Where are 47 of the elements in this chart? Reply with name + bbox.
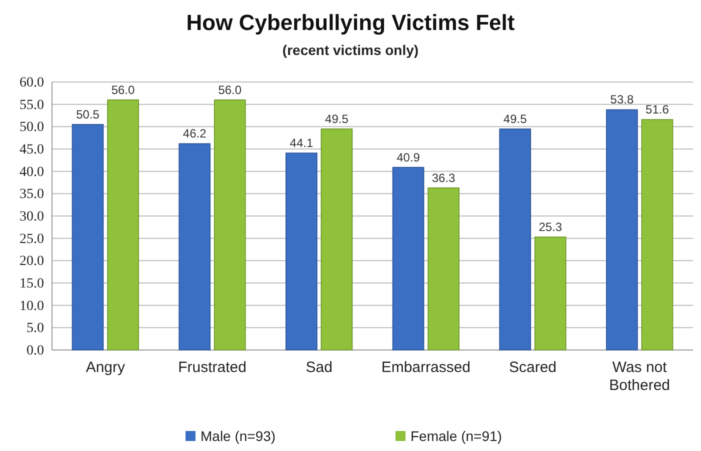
y-tick-label: 40.0 — [20, 164, 44, 180]
bar — [428, 187, 460, 350]
bar — [320, 128, 353, 350]
bar — [286, 152, 318, 350]
bar — [214, 99, 246, 350]
bar — [72, 124, 104, 350]
bar — [178, 143, 211, 350]
y-tick-label: 30.0 — [20, 209, 44, 224]
data-label: 46.2 — [182, 126, 207, 141]
bar — [499, 128, 532, 350]
data-label: 40.9 — [396, 150, 420, 164]
bar — [392, 166, 424, 350]
y-tick-label: 35.0 — [20, 187, 44, 202]
data-label: 56.0 — [218, 82, 242, 97]
x-tick-label: Sad — [306, 359, 332, 376]
y-tick-label: 15.0 — [20, 276, 44, 292]
data-label: 56.0 — [111, 82, 136, 97]
x-tick-label: Frustrated — [178, 359, 246, 376]
data-label: 25.3 — [538, 220, 562, 234]
data-label: 53.8 — [610, 92, 634, 107]
legend-label: Female (n=91) — [410, 428, 502, 444]
data-label: 51.6 — [646, 102, 670, 117]
y-tick-label: 55.0 — [20, 98, 44, 113]
x-tick-label: Was not Bothered — [609, 359, 670, 394]
y-tick-label: 25.0 — [20, 232, 44, 247]
x-tick-label: Scared — [508, 359, 557, 376]
y-tick-label: 0.0 — [26, 343, 44, 358]
bar — [534, 236, 566, 350]
chart-title: How Cyberbullying Victims Felt — [186, 10, 516, 35]
bar — [641, 119, 674, 350]
data-label: 36.3 — [432, 170, 456, 185]
bar — [107, 99, 139, 350]
chart-subtitle: (recent victims only) — [282, 42, 419, 58]
bar — [606, 109, 638, 350]
x-tick-label: Embarrassed — [381, 359, 471, 376]
data-label: 50.5 — [76, 107, 100, 122]
y-tick-label: 60.0 — [20, 75, 44, 90]
y-tick-label: 50.0 — [20, 120, 44, 136]
data-label: 44.1 — [290, 136, 314, 150]
x-tick-label: Angry — [86, 359, 126, 376]
y-tick-label: 10.0 — [20, 298, 44, 314]
legend-label: Male (n=93) — [200, 428, 276, 444]
y-tick-label: 20.0 — [20, 254, 44, 270]
data-label: 49.5 — [503, 112, 528, 126]
data-label: 49.5 — [325, 112, 349, 126]
y-tick-label: 45.0 — [20, 142, 44, 158]
y-tick-label: 5.0 — [26, 321, 44, 336]
